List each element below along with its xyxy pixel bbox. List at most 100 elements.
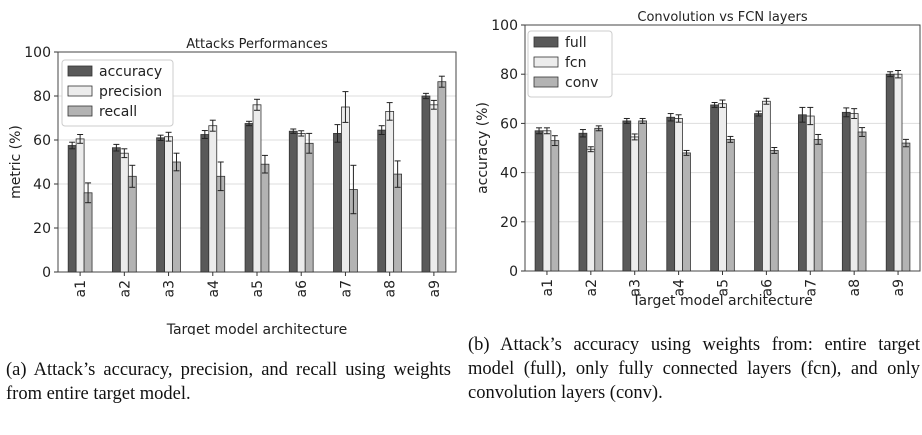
x-tick-label: a1 (73, 280, 89, 298)
bar-precision (164, 136, 173, 273)
bar-precision (75, 138, 85, 273)
x-tick-label: a8 (383, 280, 399, 298)
legend-swatch-fcn (533, 56, 559, 68)
bar-accuracy (111, 147, 121, 273)
bar-recall (393, 173, 403, 273)
bar-recall (260, 163, 270, 273)
figure: 0 20 40 60 80 100 a1 a2 a3 a4 a5 a6 a7 a8 a9 Attacks Pe… (8, 10, 921, 335)
bar-recall (172, 161, 181, 273)
bar-accuracy (333, 132, 342, 273)
bar-fcn (630, 136, 640, 272)
x-tick-label: a8 (847, 279, 863, 297)
y-tick-label: 100 (24, 45, 51, 61)
chart-a: 0 20 40 60 80 100 a1 a2 a3 a4 a5 a6 a7 a8 a9 Attacks Pe… (8, 37, 457, 335)
bar-precision (252, 104, 262, 273)
bar-fcn (542, 130, 552, 272)
chart-title: Attacks Performances (186, 37, 328, 52)
bar-full (534, 130, 544, 272)
y-tick-label: 80 (500, 67, 518, 83)
bar-conv (594, 127, 604, 272)
y-tick-label: 20 (500, 215, 518, 231)
y-axis-label: metric (%) (8, 125, 24, 199)
bar-fcn (805, 115, 815, 272)
legend-swatch-conv (533, 76, 559, 88)
legend-label-accuracy: accuracy (99, 64, 162, 80)
bar-precision (296, 132, 306, 273)
y-tick-label: 40 (33, 177, 51, 193)
chart-b: 0 20 40 60 80 100 a1 a2 a3 a4 a5 a6 a7 a8 a9 Convolutio… (475, 10, 921, 309)
bar-accuracy (67, 145, 77, 273)
x-tick-label: a9 (891, 279, 907, 297)
bar-conv (550, 140, 560, 272)
bar-precision (429, 104, 439, 273)
bar-full (622, 120, 632, 272)
y-tick-label: 60 (33, 133, 51, 149)
x-tick-label: a2 (584, 279, 600, 297)
x-tick-label: a7 (803, 279, 819, 297)
x-tick-label: a1 (540, 279, 556, 297)
bar-recall (437, 81, 447, 273)
bar-fcn (718, 103, 727, 272)
x-tick-label: a5 (250, 280, 266, 298)
x-tick-label: a7 (338, 280, 354, 298)
legend-swatch-accuracy (67, 65, 93, 77)
legend-swatch-precision (67, 85, 93, 97)
caption-b: (b) Attack’s accuracy using weights from… (468, 335, 920, 403)
bar-full (754, 113, 763, 272)
chart-title: Convolution vs FCN layers (637, 10, 807, 25)
bar-full (710, 104, 719, 272)
y-axis-label: accuracy (%) (475, 102, 491, 194)
y-tick-label: 100 (491, 18, 518, 34)
bar-accuracy (288, 130, 298, 273)
x-tick-label: a2 (117, 280, 133, 298)
legend-label-fcn: fcn (565, 55, 587, 71)
legend-label-recall: recall (99, 104, 137, 120)
bar-accuracy (156, 137, 165, 273)
bar-precision (119, 152, 129, 273)
bar-accuracy (421, 95, 431, 273)
bar-conv (726, 138, 735, 272)
legend-label-precision: precision (99, 84, 162, 100)
bar-conv (638, 120, 647, 272)
bar-precision (341, 106, 350, 273)
bar-fcn (849, 113, 859, 272)
bar-conv (682, 152, 691, 272)
bar-fcn (674, 118, 683, 272)
x-tick-label: a4 (672, 279, 688, 297)
bar-accuracy (200, 134, 210, 273)
caption-a: (a) Attack’s accuracy, precision, and re… (6, 360, 451, 404)
y-tick-label: 0 (509, 264, 518, 280)
y-tick-label: 80 (33, 89, 51, 105)
y-tick-label: 20 (33, 221, 51, 237)
legend-swatch-full (533, 36, 559, 48)
x-tick-label: a4 (206, 280, 222, 298)
bar-recall (83, 192, 93, 273)
bar-conv (769, 150, 779, 272)
bar-full (885, 73, 895, 272)
bar-full (666, 116, 676, 272)
legend-swatch-recall (67, 105, 93, 117)
bar-recall (127, 175, 137, 273)
legend-label-full: full (565, 35, 587, 51)
bar-fcn (893, 73, 903, 272)
x-tick-label: a6 (759, 279, 775, 297)
y-tick-label: 40 (500, 166, 518, 182)
bar-fcn (762, 100, 771, 272)
bar-full (798, 114, 807, 272)
bar-recall (304, 142, 314, 273)
bar-accuracy (377, 129, 387, 273)
bar-precision (208, 125, 218, 273)
x-tick-label: a9 (427, 280, 443, 298)
y-tick-label: 0 (42, 265, 51, 281)
bar-conv (901, 142, 911, 272)
bar-conv (857, 131, 867, 272)
bar-full (841, 111, 851, 272)
x-tick-label: a5 (716, 279, 732, 297)
bar-precision (385, 111, 395, 273)
y-tick-label: 60 (500, 116, 518, 132)
legend-label-conv: conv (565, 75, 598, 91)
x-tick-label: a3 (628, 279, 644, 297)
bar-fcn (586, 148, 596, 272)
x-axis-label: Target model architecture (166, 322, 348, 335)
x-axis-label: Target model architecture (631, 293, 813, 309)
